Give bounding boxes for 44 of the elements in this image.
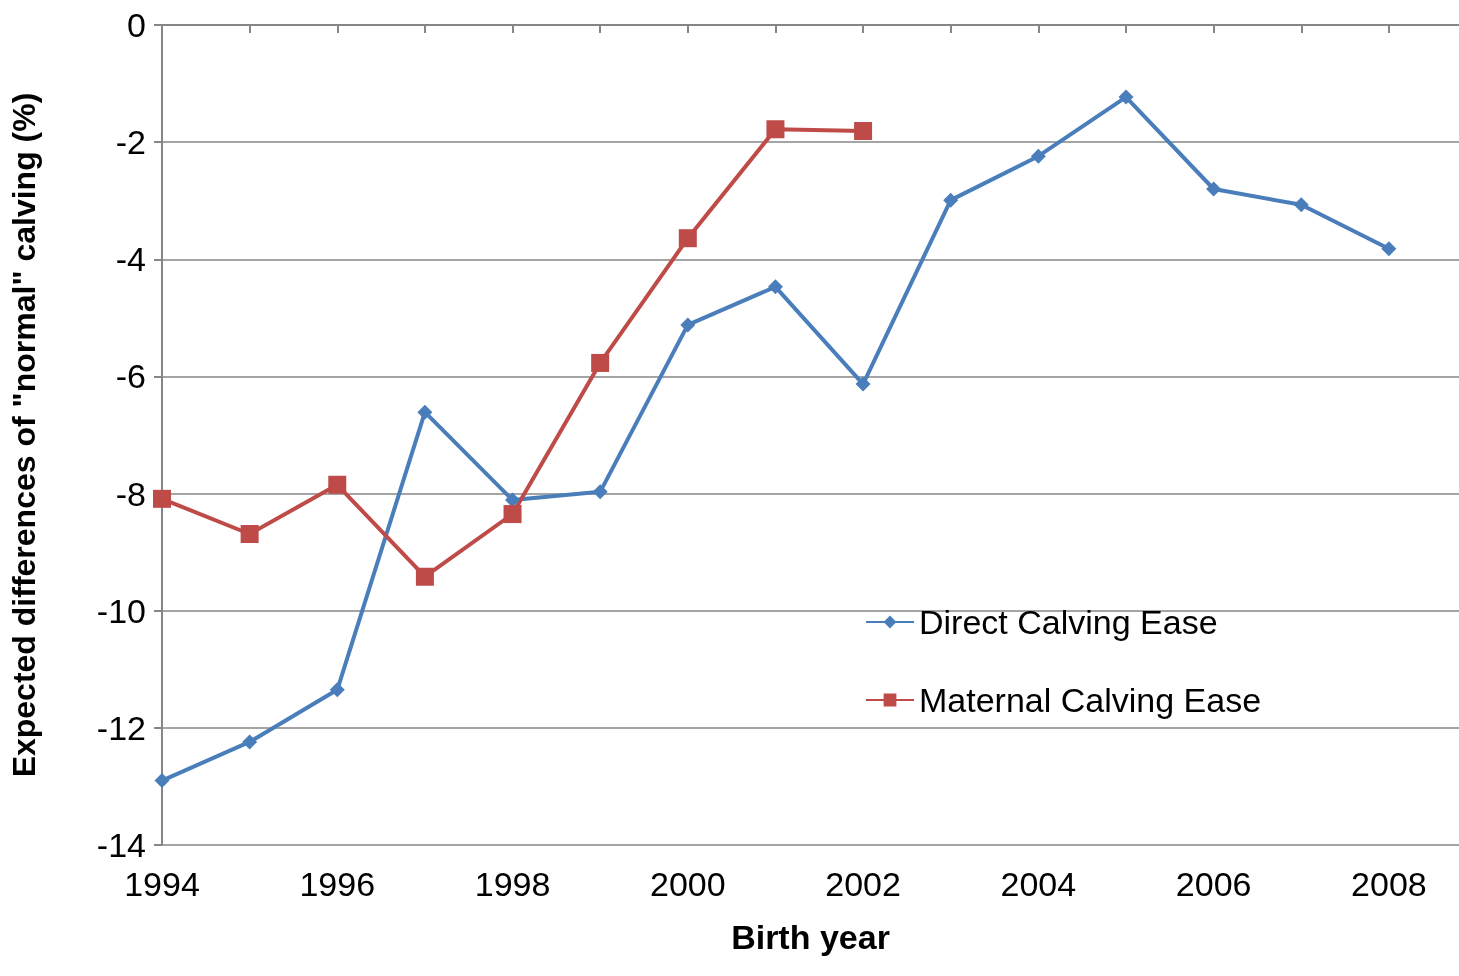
y-tick-label: -6 <box>115 357 146 396</box>
y-tick-label: -8 <box>115 474 146 513</box>
point <box>591 353 610 372</box>
x-tick-label: 2008 <box>1351 865 1427 903</box>
x-tick-label: 2002 <box>825 865 901 903</box>
point <box>242 734 258 750</box>
y-axis-title: Expected differences of "normal" calving (%) <box>6 92 42 778</box>
point <box>943 192 959 208</box>
point <box>680 317 696 333</box>
point <box>767 279 783 295</box>
point <box>678 229 697 248</box>
y-tick-label: 0 <box>127 6 146 44</box>
point <box>854 122 873 141</box>
x-tick-label: 2006 <box>1175 865 1252 903</box>
x-tick-label: 1996 <box>299 865 376 903</box>
point <box>1206 181 1222 197</box>
y-tick-label: -10 <box>96 591 146 630</box>
point <box>505 492 521 508</box>
point <box>592 484 608 500</box>
x-axis-title: Birth year <box>731 918 890 956</box>
point <box>153 489 171 508</box>
y-tick-label: -14 <box>96 826 146 864</box>
y-tick-label: -12 <box>96 708 146 747</box>
point <box>855 376 871 392</box>
point <box>1118 89 1134 105</box>
point <box>503 505 522 524</box>
x-tick-label: 1998 <box>474 865 551 903</box>
y-tick-label: -4 <box>115 240 146 279</box>
x-tick-label: 1994 <box>124 865 200 903</box>
legend-label: Maternal Calving Ease <box>919 681 1262 719</box>
legend-label: Direct Calving Ease <box>919 603 1218 641</box>
point <box>766 120 785 139</box>
point <box>417 404 433 420</box>
x-tick-label: 2004 <box>1000 865 1077 903</box>
point <box>1381 241 1397 257</box>
y-tick-label: -2 <box>115 123 146 162</box>
point <box>1030 148 1046 164</box>
point <box>240 524 259 543</box>
point <box>154 773 170 789</box>
point <box>329 682 345 698</box>
point <box>415 567 434 586</box>
point <box>328 475 347 494</box>
point <box>1293 197 1309 213</box>
x-tick-label: 2000 <box>649 865 726 903</box>
